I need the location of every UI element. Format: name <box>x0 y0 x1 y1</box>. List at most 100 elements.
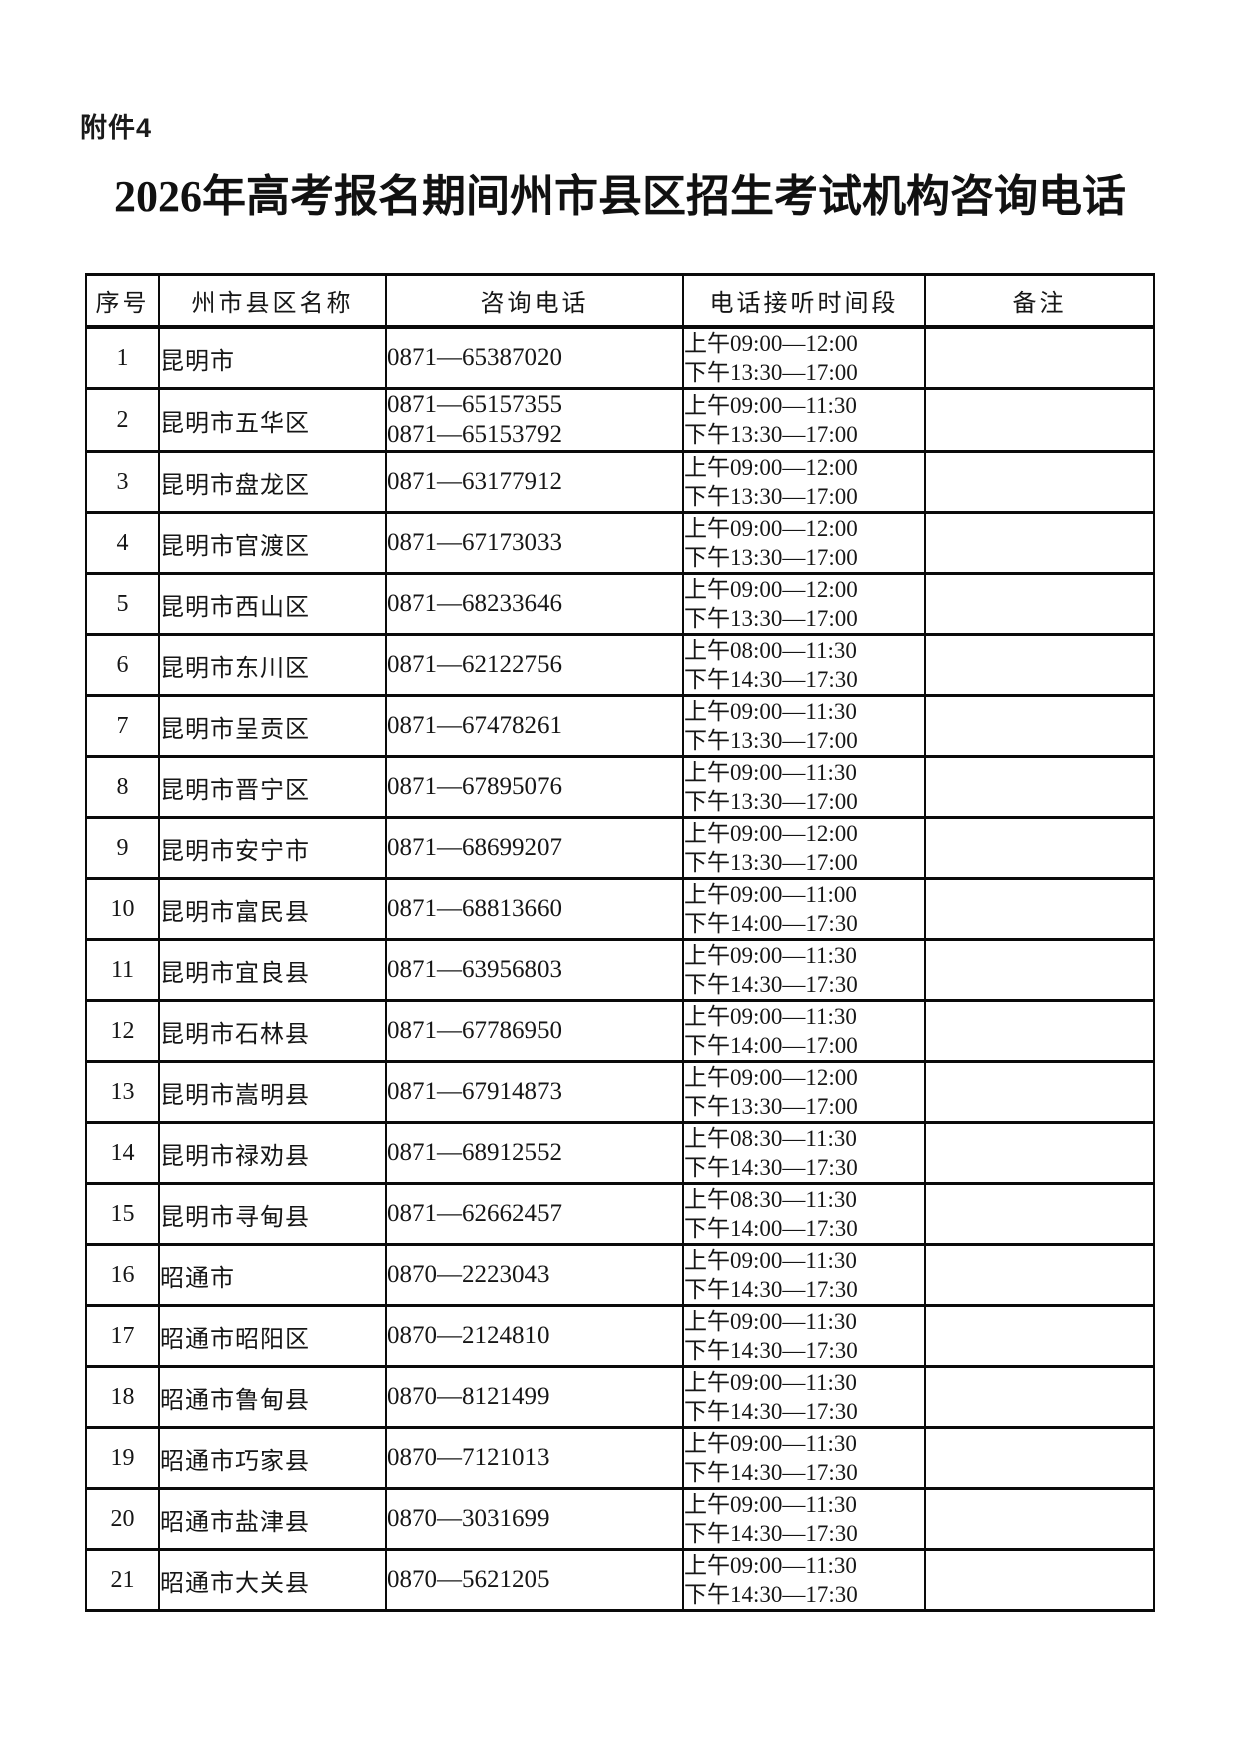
phone-number: 0870—2223043 <box>387 1261 550 1288</box>
cell-answering-time: 上午09:00—11:30 下午14:30—17:30 <box>682 1487 926 1551</box>
table-row: 6 昆明市东川区 0871—62122756 上午08:00—11:30 下午14… <box>85 633 1155 697</box>
phone-number: 0871—62122756 <box>387 651 562 678</box>
time-range: 下午14:30—17:30 <box>684 1338 858 1363</box>
phone-number: 0870—5621205 <box>387 1566 550 1593</box>
cell-answering-time: 上午09:00—11:30 下午14:30—17:30 <box>682 1548 926 1612</box>
table-row: 13 昆明市嵩明县 0871—67914873 上午09:00—12:00 下午1… <box>85 1060 1155 1124</box>
cell-serial-number: 21 <box>85 1548 160 1612</box>
phone-number: 0870—7121013 <box>387 1444 550 1471</box>
phone-number: 0871—68912552 <box>387 1139 562 1166</box>
cell-district-name: 昆明市晋宁区 <box>158 755 387 819</box>
cell-serial-number: 20 <box>85 1487 160 1551</box>
time-range: 下午14:30—17:30 <box>684 1582 858 1607</box>
cell-district-name: 昭通市 <box>158 1243 387 1307</box>
cell-answering-time: 上午09:00—11:30 下午14:30—17:30 <box>682 1304 926 1368</box>
cell-district-name: 昆明市五华区 <box>158 387 387 453</box>
phone-number: 0871—67786950 <box>387 1017 562 1044</box>
cell-district-name: 昆明市官渡区 <box>158 511 387 575</box>
time-range: 上午09:00—12:00 <box>684 455 858 480</box>
time-range: 下午13:30—17:00 <box>684 422 858 447</box>
cell-answering-time: 上午09:00—12:00 下午13:30—17:00 <box>682 572 926 636</box>
cell-answering-time: 上午09:00—11:30 下午14:30—17:30 <box>682 1426 926 1490</box>
table-row: 7 昆明市呈贡区 0871—67478261 上午09:00—11:30 下午13… <box>85 694 1155 758</box>
table-row: 10 昆明市富民县 0871—68813660 上午09:00—11:00 下午1… <box>85 877 1155 941</box>
cell-remarks <box>924 1060 1155 1124</box>
time-range: 下午14:30—17:30 <box>684 1460 858 1485</box>
cell-answering-time: 上午09:00—11:00 下午14:00—17:30 <box>682 877 926 941</box>
cell-serial-number: 5 <box>85 572 160 636</box>
cell-answering-time: 上午09:00—12:00 下午13:30—17:00 <box>682 511 926 575</box>
cell-phone: 0871—62122756 <box>385 633 684 697</box>
time-range: 上午09:00—12:00 <box>684 1065 858 1090</box>
phone-number: 0871—63177912 <box>387 468 562 495</box>
phone-number: 0871—67914873 <box>387 1078 562 1105</box>
time-range: 下午13:30—17:00 <box>684 850 858 875</box>
cell-remarks <box>924 511 1155 575</box>
cell-phone: 0871—65387020 <box>385 325 684 390</box>
cell-district-name: 昆明市嵩明县 <box>158 1060 387 1124</box>
phone-number: 0871—67895076 <box>387 773 562 800</box>
time-range: 上午09:00—12:00 <box>684 331 858 356</box>
table-row: 20 昭通市盐津县 0870—3031699 上午09:00—11:30 下午14… <box>85 1487 1155 1551</box>
cell-answering-time: 上午08:30—11:30 下午14:00—17:30 <box>682 1182 926 1246</box>
time-range: 上午09:00—11:30 <box>684 760 857 785</box>
cell-serial-number: 14 <box>85 1121 160 1185</box>
cell-district-name: 昆明市 <box>158 325 387 390</box>
cell-answering-time: 上午09:00—11:30 下午14:30—17:30 <box>682 938 926 1002</box>
cell-answering-time: 上午08:00—11:30 下午14:30—17:30 <box>682 633 926 697</box>
cell-serial-number: 1 <box>85 325 160 390</box>
cell-phone: 0871—67914873 <box>385 1060 684 1124</box>
cell-serial-number: 16 <box>85 1243 160 1307</box>
time-range: 下午13:30—17:00 <box>684 606 858 631</box>
table-row: 9 昆明市安宁市 0871—68699207 上午09:00—12:00 下午13… <box>85 816 1155 880</box>
phone-number: 0871—68813660 <box>387 895 562 922</box>
cell-district-name: 昆明市东川区 <box>158 633 387 697</box>
cell-phone: 0870—3031699 <box>385 1487 684 1551</box>
phone-number: 0870—2124810 <box>387 1322 550 1349</box>
time-range: 上午09:00—11:30 <box>684 1553 857 1578</box>
cell-remarks <box>924 1426 1155 1490</box>
cell-district-name: 昆明市盘龙区 <box>158 450 387 514</box>
cell-serial-number: 7 <box>85 694 160 758</box>
cell-answering-time: 上午09:00—11:30 下午13:30—17:00 <box>682 694 926 758</box>
cell-serial-number: 12 <box>85 999 160 1063</box>
cell-answering-time: 上午09:00—12:00 下午13:30—17:00 <box>682 450 926 514</box>
table-body: 1 昆明市 0871—65387020 上午09:00—12:00 下午13:30… <box>85 325 1155 1612</box>
cell-remarks <box>924 1365 1155 1429</box>
table-row: 14 昆明市禄劝县 0871—68912552 上午08:30—11:30 下午1… <box>85 1121 1155 1185</box>
table-header-row: 序号 州市县区名称 咨询电话 电话接听时间段 备注 <box>85 273 1155 329</box>
time-range: 上午09:00—12:00 <box>684 821 858 846</box>
time-range: 下午14:00—17:00 <box>684 1033 858 1058</box>
attachment-label: 附件4 <box>80 113 153 143</box>
cell-remarks <box>924 572 1155 636</box>
time-range: 下午14:30—17:30 <box>684 1399 858 1424</box>
header-phone: 咨询电话 <box>385 273 684 329</box>
cell-serial-number: 13 <box>85 1060 160 1124</box>
cell-serial-number: 3 <box>85 450 160 514</box>
consultation-phone-table: 序号 州市县区名称 咨询电话 电话接听时间段 备注 1 昆明市 0871—653… <box>85 273 1155 1612</box>
cell-answering-time: 上午09:00—12:00 下午13:30—17:00 <box>682 1060 926 1124</box>
cell-remarks <box>924 1487 1155 1551</box>
phone-number: 0870—8121499 <box>387 1383 550 1410</box>
table-row: 5 昆明市西山区 0871—68233646 上午09:00—12:00 下午13… <box>85 572 1155 636</box>
cell-serial-number: 17 <box>85 1304 160 1368</box>
cell-answering-time: 上午09:00—11:30 下午14:30—17:30 <box>682 1365 926 1429</box>
table-row: 2 昆明市五华区 0871—65157355 0871—65153792 上午09… <box>85 387 1155 453</box>
cell-remarks <box>924 755 1155 819</box>
time-range: 下午14:30—17:30 <box>684 1521 858 1546</box>
phone-number: 0870—3031699 <box>387 1505 550 1532</box>
cell-district-name: 昆明市石林县 <box>158 999 387 1063</box>
cell-phone: 0871—62662457 <box>385 1182 684 1246</box>
time-range: 上午09:00—11:30 <box>684 1370 857 1395</box>
time-range: 下午13:30—17:00 <box>684 360 858 385</box>
cell-answering-time: 上午09:00—12:00 下午13:30—17:00 <box>682 816 926 880</box>
table-row: 11 昆明市宜良县 0871—63956803 上午09:00—11:30 下午1… <box>85 938 1155 1002</box>
time-range: 上午09:00—11:30 <box>684 1309 857 1334</box>
time-range: 上午09:00—11:30 <box>684 1492 857 1517</box>
cell-serial-number: 11 <box>85 938 160 1002</box>
time-range: 上午09:00—11:30 <box>684 1004 857 1029</box>
cell-answering-time: 上午09:00—11:30 下午14:30—17:30 <box>682 1243 926 1307</box>
cell-phone: 0871—68912552 <box>385 1121 684 1185</box>
cell-remarks <box>924 450 1155 514</box>
cell-district-name: 昭通市巧家县 <box>158 1426 387 1490</box>
